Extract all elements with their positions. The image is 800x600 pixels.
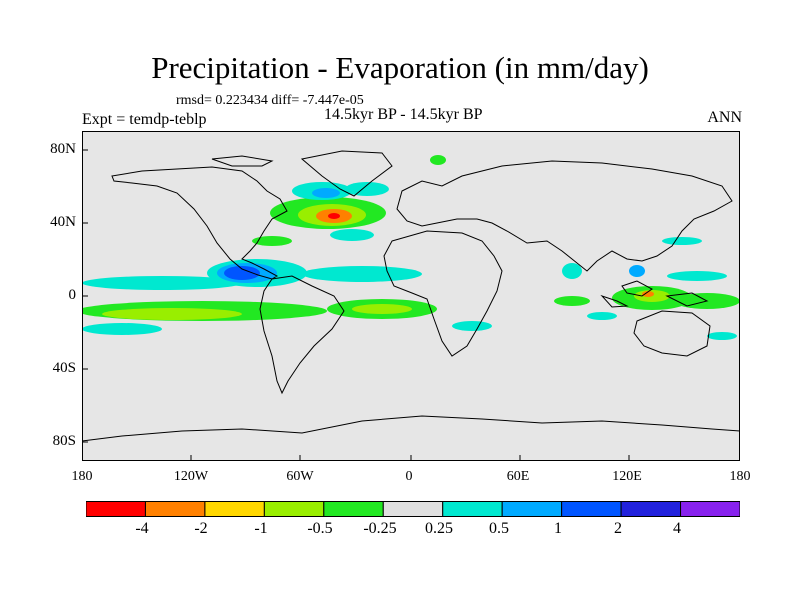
field-n-atlantic-blue (312, 188, 340, 198)
experiment-label: Expt = temdp-teblp (82, 111, 207, 128)
field-philippines-blue (629, 265, 645, 277)
sumatra (600, 294, 629, 308)
field-s-pacific-cyan (707, 332, 737, 340)
colorbar-label-4: -0.5 (307, 520, 333, 537)
new-guinea (665, 292, 709, 307)
australia (633, 310, 711, 357)
colorbar-box-8 (501, 501, 563, 517)
lon-label-180w: 180 (71, 469, 93, 484)
colorbar-box-3 (204, 501, 265, 517)
colorbar-label-6: 0.25 (425, 520, 453, 537)
lon-label-60e: 60E (506, 469, 530, 484)
field-s-indian-cyan (587, 312, 617, 320)
lat-label-80n: 80N (50, 141, 76, 157)
south-america (259, 275, 345, 395)
lon-label-60w: 60W (286, 469, 314, 484)
colorbar-box-4 (263, 501, 325, 517)
lon-label-180e: 180 (729, 469, 751, 484)
colorbar-box-1 (86, 501, 146, 517)
greenland (300, 150, 393, 197)
lon-label-120w: 120W (173, 469, 209, 484)
eurasia (396, 160, 733, 272)
colorbar-box-11 (680, 501, 740, 517)
field-s-atlantic-lime (352, 304, 412, 314)
field-gulf-green (252, 236, 292, 246)
colorbar (86, 501, 740, 517)
borneo (621, 280, 653, 297)
field-arctic-green (430, 155, 446, 165)
arctic-islands (211, 155, 274, 167)
colorbar-box-6 (382, 501, 444, 517)
colorbar-label-8: 1 (554, 520, 562, 537)
chart-title: Precipitation - Evaporation (in mm/day) (151, 50, 649, 85)
stats-text: rmsd= 0.223434 diff= -7.447e-05 (176, 93, 364, 108)
field-n-atlantic-red (328, 213, 340, 219)
colorbar-box-2 (144, 501, 206, 517)
field-pacific-lime-band (102, 308, 242, 320)
coastlines (82, 150, 740, 442)
north-america (111, 166, 288, 280)
colorbar-label-3: -1 (254, 520, 268, 537)
field-n-pacific-cyan (662, 237, 702, 245)
colorbar-box-7 (442, 501, 503, 517)
field-s-atlantic-cyan (452, 321, 492, 331)
world-map (82, 131, 740, 461)
colorbar-box-9 (561, 501, 622, 517)
africa (383, 230, 503, 357)
colorbar-box-10 (620, 501, 682, 517)
field-pacific-cyan-south (82, 323, 162, 335)
lat-label-80s: 80S (52, 433, 76, 449)
subtitle: 14.5kyr BP - 14.5kyr BP (324, 106, 483, 123)
lat-label-40s: 40S (52, 360, 76, 376)
field-maritime-orange (642, 291, 654, 297)
field-bay-cyan (562, 263, 582, 279)
field-n-atlantic-cyan-east (345, 182, 389, 196)
colorbar-label-1: -4 (135, 520, 149, 537)
lat-label-0: 0 (68, 287, 77, 303)
colorbar-label-5: -0.25 (363, 520, 397, 537)
colorbar-label-9: 2 (614, 520, 622, 537)
axis-ticks (82, 149, 630, 461)
colorbar-label-2: -2 (194, 520, 208, 537)
colorbar-label-10: 4 (673, 520, 681, 537)
lat-label-40n: 40N (50, 214, 76, 230)
field-pacific-cyan-north (82, 276, 242, 290)
colorbar-box-5 (323, 501, 384, 517)
field-w-pacific-cyan (667, 271, 727, 281)
field-atlantic-cyan-band (302, 266, 422, 282)
colorbar-label-7: 0.5 (489, 520, 509, 537)
lon-label-0: 0 (405, 469, 413, 484)
lon-label-120e: 120E (612, 469, 642, 484)
field-e-pacific-blue (224, 266, 260, 280)
field-indian-green (554, 296, 590, 306)
season-label: ANN (707, 109, 742, 126)
antarctica (82, 415, 740, 442)
field-n-atlantic-cyan (330, 229, 374, 241)
